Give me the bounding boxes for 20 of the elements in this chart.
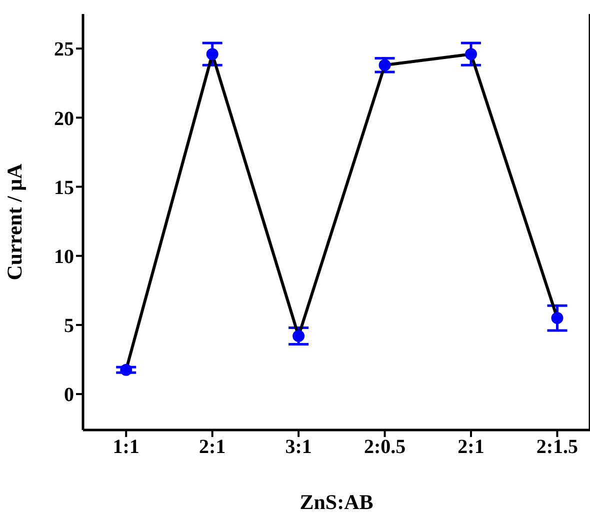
y-tick-label: 15 [54,176,74,199]
point [465,48,478,60]
x-tick-label: 2:1 [199,436,226,458]
y-tick-label: 5 [64,315,74,338]
point [378,59,391,72]
x-tick-label: 2:0.5 [364,436,406,458]
x-tick-label: 2:1 [458,436,484,458]
y-tick-label: 10 [54,246,74,268]
x-axis-title: ZnS:AB [300,490,374,513]
y-tick-label: 0 [64,384,74,406]
x-tick-label: 2:1.5 [536,436,578,458]
x-tick-label: 3:1 [285,436,312,458]
y-tick-label: 25 [54,38,74,61]
point [551,312,564,324]
y-tick-label: 20 [54,108,74,130]
y-axis-title: Current / μA [2,162,26,280]
point [292,330,305,342]
point [120,364,132,376]
point [206,48,218,60]
x-tick-label: 1:1 [112,436,140,458]
